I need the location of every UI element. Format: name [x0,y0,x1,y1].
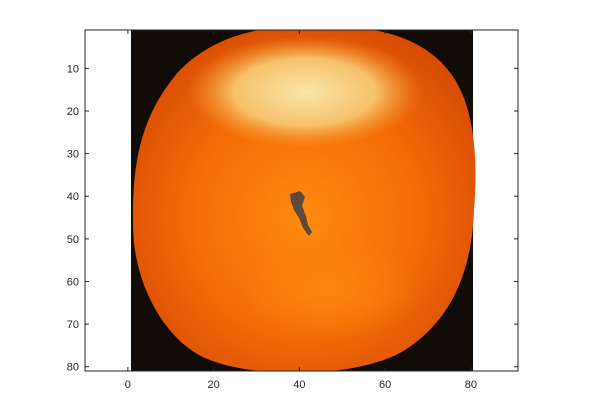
y-tick-label: 70 [67,319,79,331]
y-tick-label: 30 [67,149,79,161]
image-axes: 0 20 40 60 80 10 20 30 40 50 60 70 80 [67,29,519,391]
y-tick-label: 10 [67,63,79,75]
y-tick-label: 50 [67,234,79,246]
y-axis: 10 20 30 40 50 60 70 80 [67,63,518,374]
y-tick-label: 40 [67,191,79,203]
y-tick-label: 80 [67,362,79,374]
x-axis: 0 20 40 60 80 [125,30,477,391]
x-tick-label: 20 [207,379,219,391]
x-tick-label: 0 [125,379,131,391]
axes-box [84,29,519,372]
x-tick-label: 80 [465,379,477,391]
orange-image [131,30,476,371]
lower-glow [240,240,420,340]
x-tick-label: 60 [379,379,391,391]
x-tick-label: 40 [293,379,305,391]
orange-stem-scar [290,191,312,236]
orange-highlight [187,36,423,148]
y-tick-label: 60 [67,276,79,288]
y-tick-label: 20 [67,106,79,118]
